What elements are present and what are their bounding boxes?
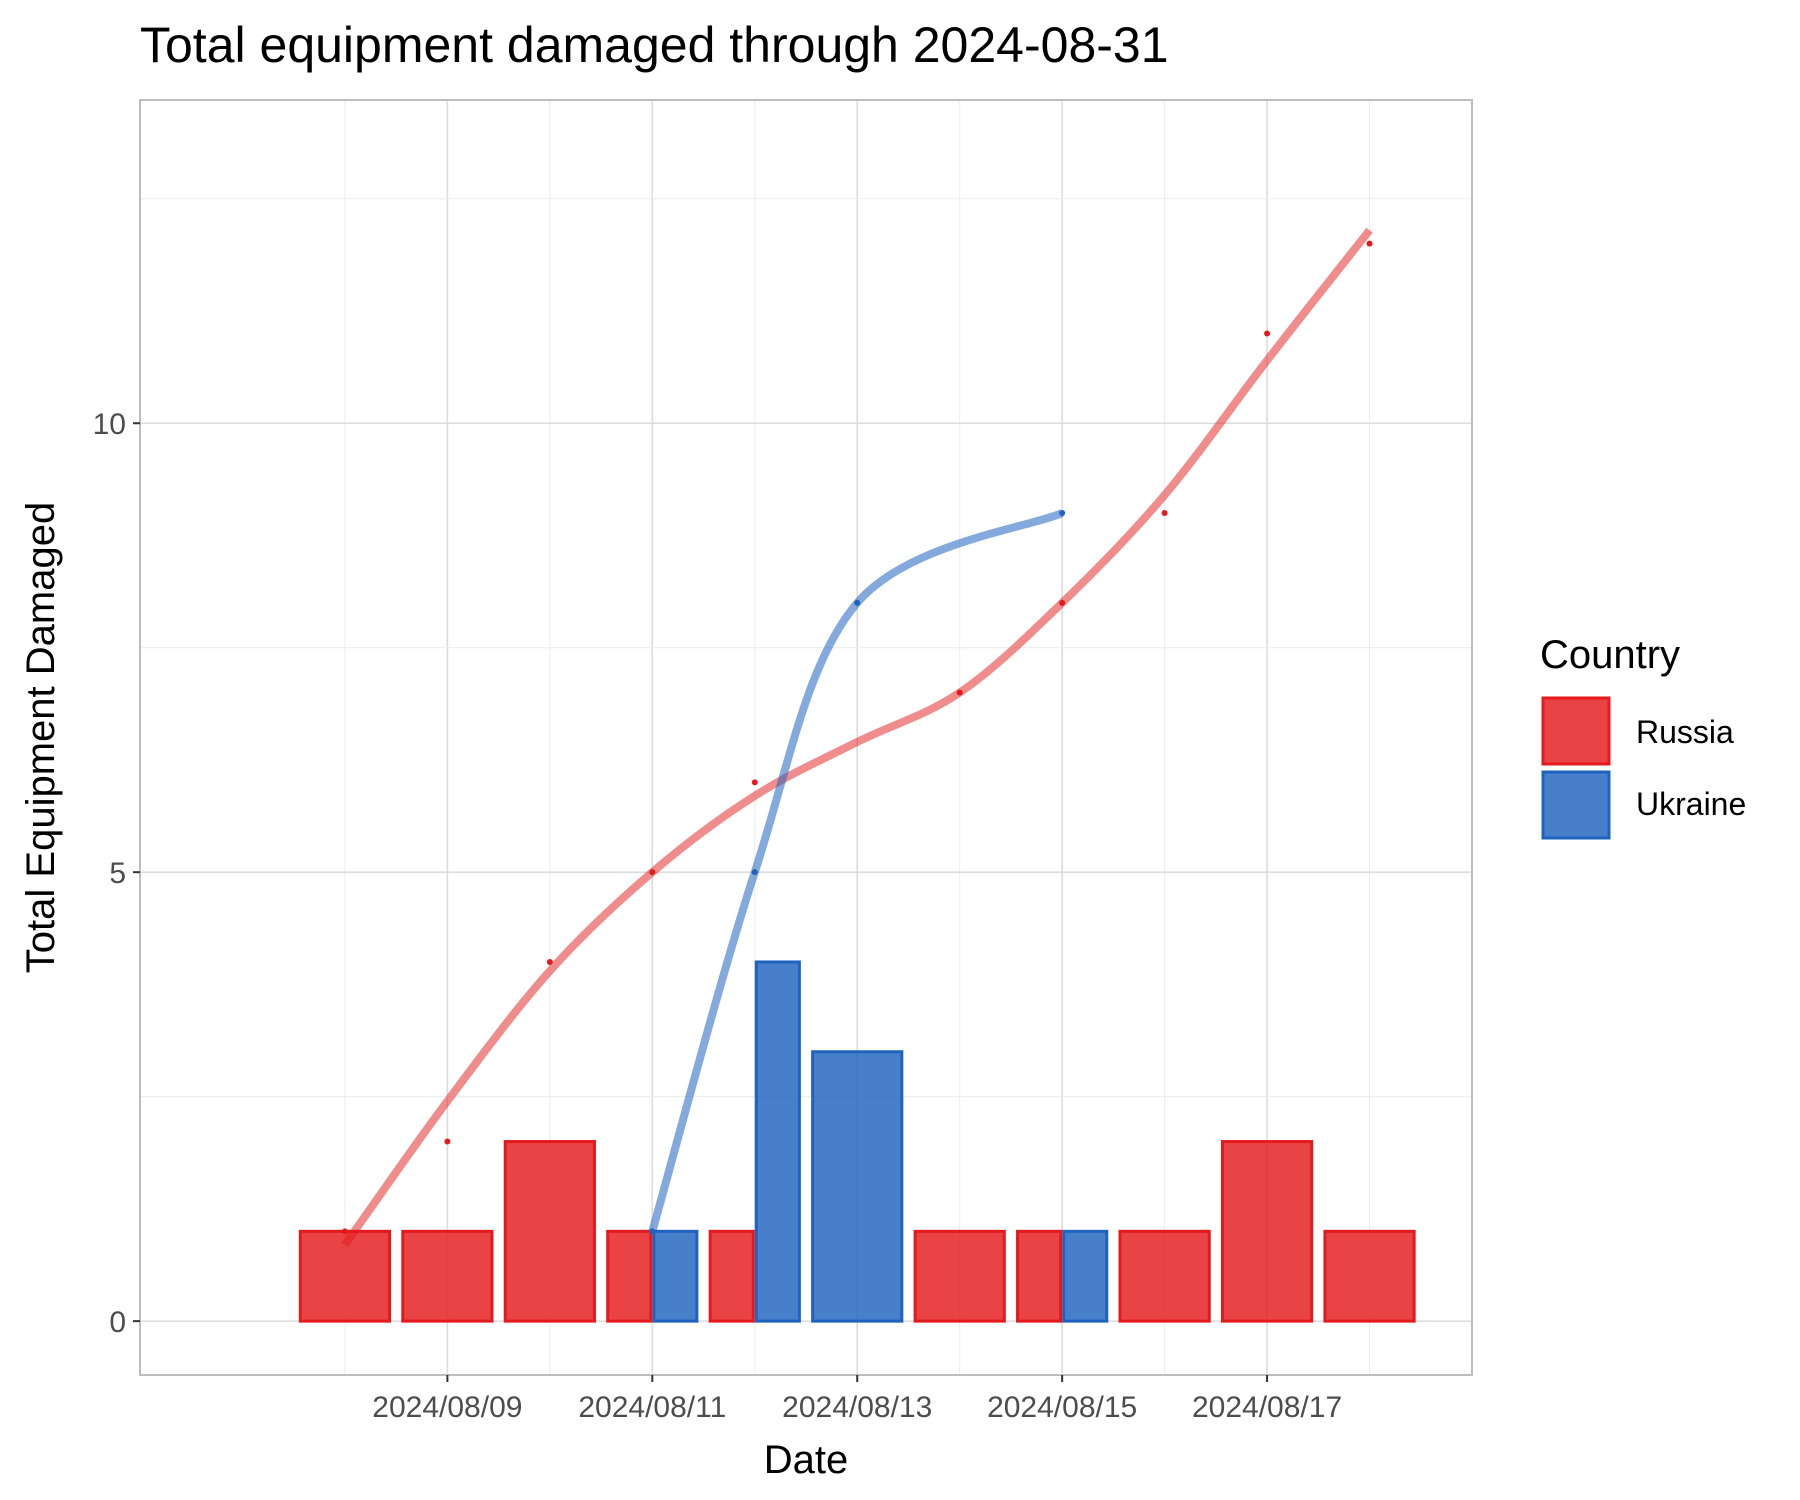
x-axis-ticks: 2024/08/09 2024/08/11 2024/08/13 2024/08/15… <box>372 1375 1342 1424</box>
bar-russia-2024-08-12 <box>708 1229 755 1323</box>
legend: Country Russia Ukraine <box>1540 633 1746 840</box>
legend-title: Country <box>1540 633 1680 677</box>
x-tick-label: 2024/08/09 <box>372 1391 522 1424</box>
legend-label-ukraine: Ukraine <box>1636 786 1746 822</box>
cumulative-points <box>341 240 1373 1235</box>
x-tick-label: 2024/08/17 <box>1192 1391 1342 1424</box>
point-ukraine-2024-08-13 <box>854 599 861 606</box>
point-russia-2024-08-09 <box>444 1138 451 1145</box>
point-russia-2024-08-18 <box>1366 240 1373 247</box>
point-ukraine-2024-08-12 <box>751 869 758 876</box>
y-axis-title: Total Equipment Damaged <box>19 502 63 973</box>
y-tick-label: 0 <box>109 1306 126 1339</box>
chart-title: Total equipment damaged through 2024-08-… <box>140 17 1169 73</box>
point-russia-2024-08-17 <box>1264 330 1271 337</box>
plot-border <box>139 99 1473 1376</box>
bar-ukraine-2024-08-13 <box>811 1050 904 1323</box>
point-russia-2024-08-08 <box>341 1228 348 1235</box>
legend-key-russia <box>1541 696 1611 766</box>
bar-ukraine-2024-08-12 <box>754 960 801 1323</box>
bar-russia-2024-08-09 <box>401 1229 494 1323</box>
point-ukraine-2024-08-11 <box>649 1228 656 1235</box>
bar-russia-2024-08-14 <box>913 1229 1006 1323</box>
y-axis-ticks: 0 5 10 <box>93 408 140 1339</box>
bar-russia-2024-08-17 <box>1220 1140 1314 1323</box>
point-russia-2024-08-10 <box>546 958 553 965</box>
bar-russia-2024-08-16 <box>1118 1229 1211 1323</box>
bar-russia-2024-08-10 <box>503 1140 596 1323</box>
x-tick-label: 2024/08/11 <box>578 1391 726 1424</box>
bar-ukraine-2024-08-15 <box>1062 1229 1109 1323</box>
point-russia-2024-08-11 <box>649 869 656 876</box>
bar-russia-2024-08-18 <box>1323 1229 1416 1323</box>
bar-ukraine-2024-08-11 <box>652 1229 699 1323</box>
point-russia-2024-08-14 <box>956 689 963 696</box>
bar-russia-2024-08-11 <box>606 1229 653 1323</box>
point-russia-2024-08-12 <box>751 779 758 786</box>
x-tick-label: 2024/08/15 <box>987 1391 1137 1424</box>
x-axis-title: Date <box>764 1438 849 1482</box>
smooth-lines <box>341 227 1373 1248</box>
point-russia-2024-08-16 <box>1161 510 1168 517</box>
smooth-line-ukraine <box>648 509 1064 1233</box>
point-russia-2024-08-15 <box>1059 599 1066 606</box>
legend-key-ukraine <box>1541 770 1611 840</box>
smooth-line-russia <box>341 227 1373 1248</box>
point-ukraine-2024-08-15 <box>1059 510 1066 517</box>
x-tick-label: 2024/08/13 <box>782 1391 932 1424</box>
legend-label-russia: Russia <box>1636 714 1734 750</box>
y-tick-label: 10 <box>93 408 126 441</box>
bars <box>298 960 1416 1323</box>
bar-russia-2024-08-08 <box>298 1229 392 1323</box>
bar-russia-2024-08-15 <box>1016 1229 1063 1323</box>
y-tick-label: 5 <box>109 857 126 890</box>
